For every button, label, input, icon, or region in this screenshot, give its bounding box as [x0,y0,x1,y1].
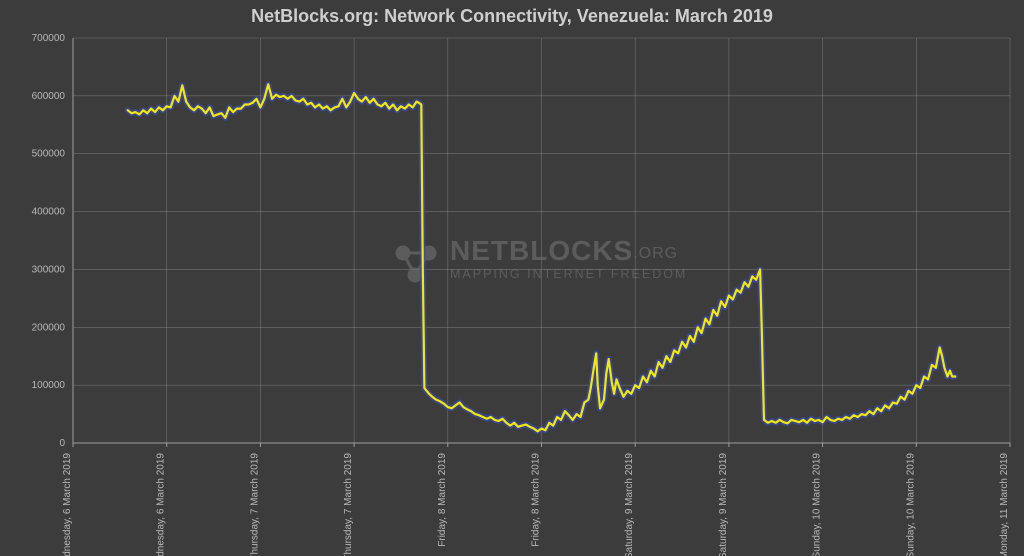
x-tick-label: Monday, 11 March 2019 [999,453,1010,556]
x-tick-label: Sunday, 10 March 2019 [812,453,823,556]
y-tick-label: 500000 [32,149,66,160]
x-tick-label: Saturday, 9 March 2019 [718,453,729,556]
y-tick-label: 600000 [32,91,66,102]
chart-title: NetBlocks.org: Network Connectivity, Ven… [251,6,773,26]
y-tick-label: 400000 [32,207,66,218]
y-tick-label: 700000 [32,33,66,44]
x-tick-label: Friday, 8 March 2019 [437,453,448,547]
x-tick-label: Wednesday, 6 March 2019 [62,453,73,556]
x-tick-label: Saturday, 9 March 2019 [624,453,635,556]
x-tick-label: Friday, 8 March 2019 [531,453,542,547]
svg-text:MAPPING INTERNET FREEDOM: MAPPING INTERNET FREEDOM [450,267,687,281]
connectivity-chart: 0 100000 200000 300000 400000 500000 600000 700… [0,0,1024,556]
x-tick-label: Thursday, 7 March 2019 [249,453,260,556]
x-tick-label: Sunday, 10 March 2019 [905,453,916,556]
x-tick-label: Wednesday, 6 March 2019 [156,453,167,556]
y-tick-label: 300000 [32,264,66,275]
y-tick-label: 0 [59,438,65,449]
x-tick-label: Thursday, 7 March 2019 [343,453,354,556]
y-tick-label: 100000 [32,380,66,391]
y-tick-label: 200000 [32,322,66,333]
